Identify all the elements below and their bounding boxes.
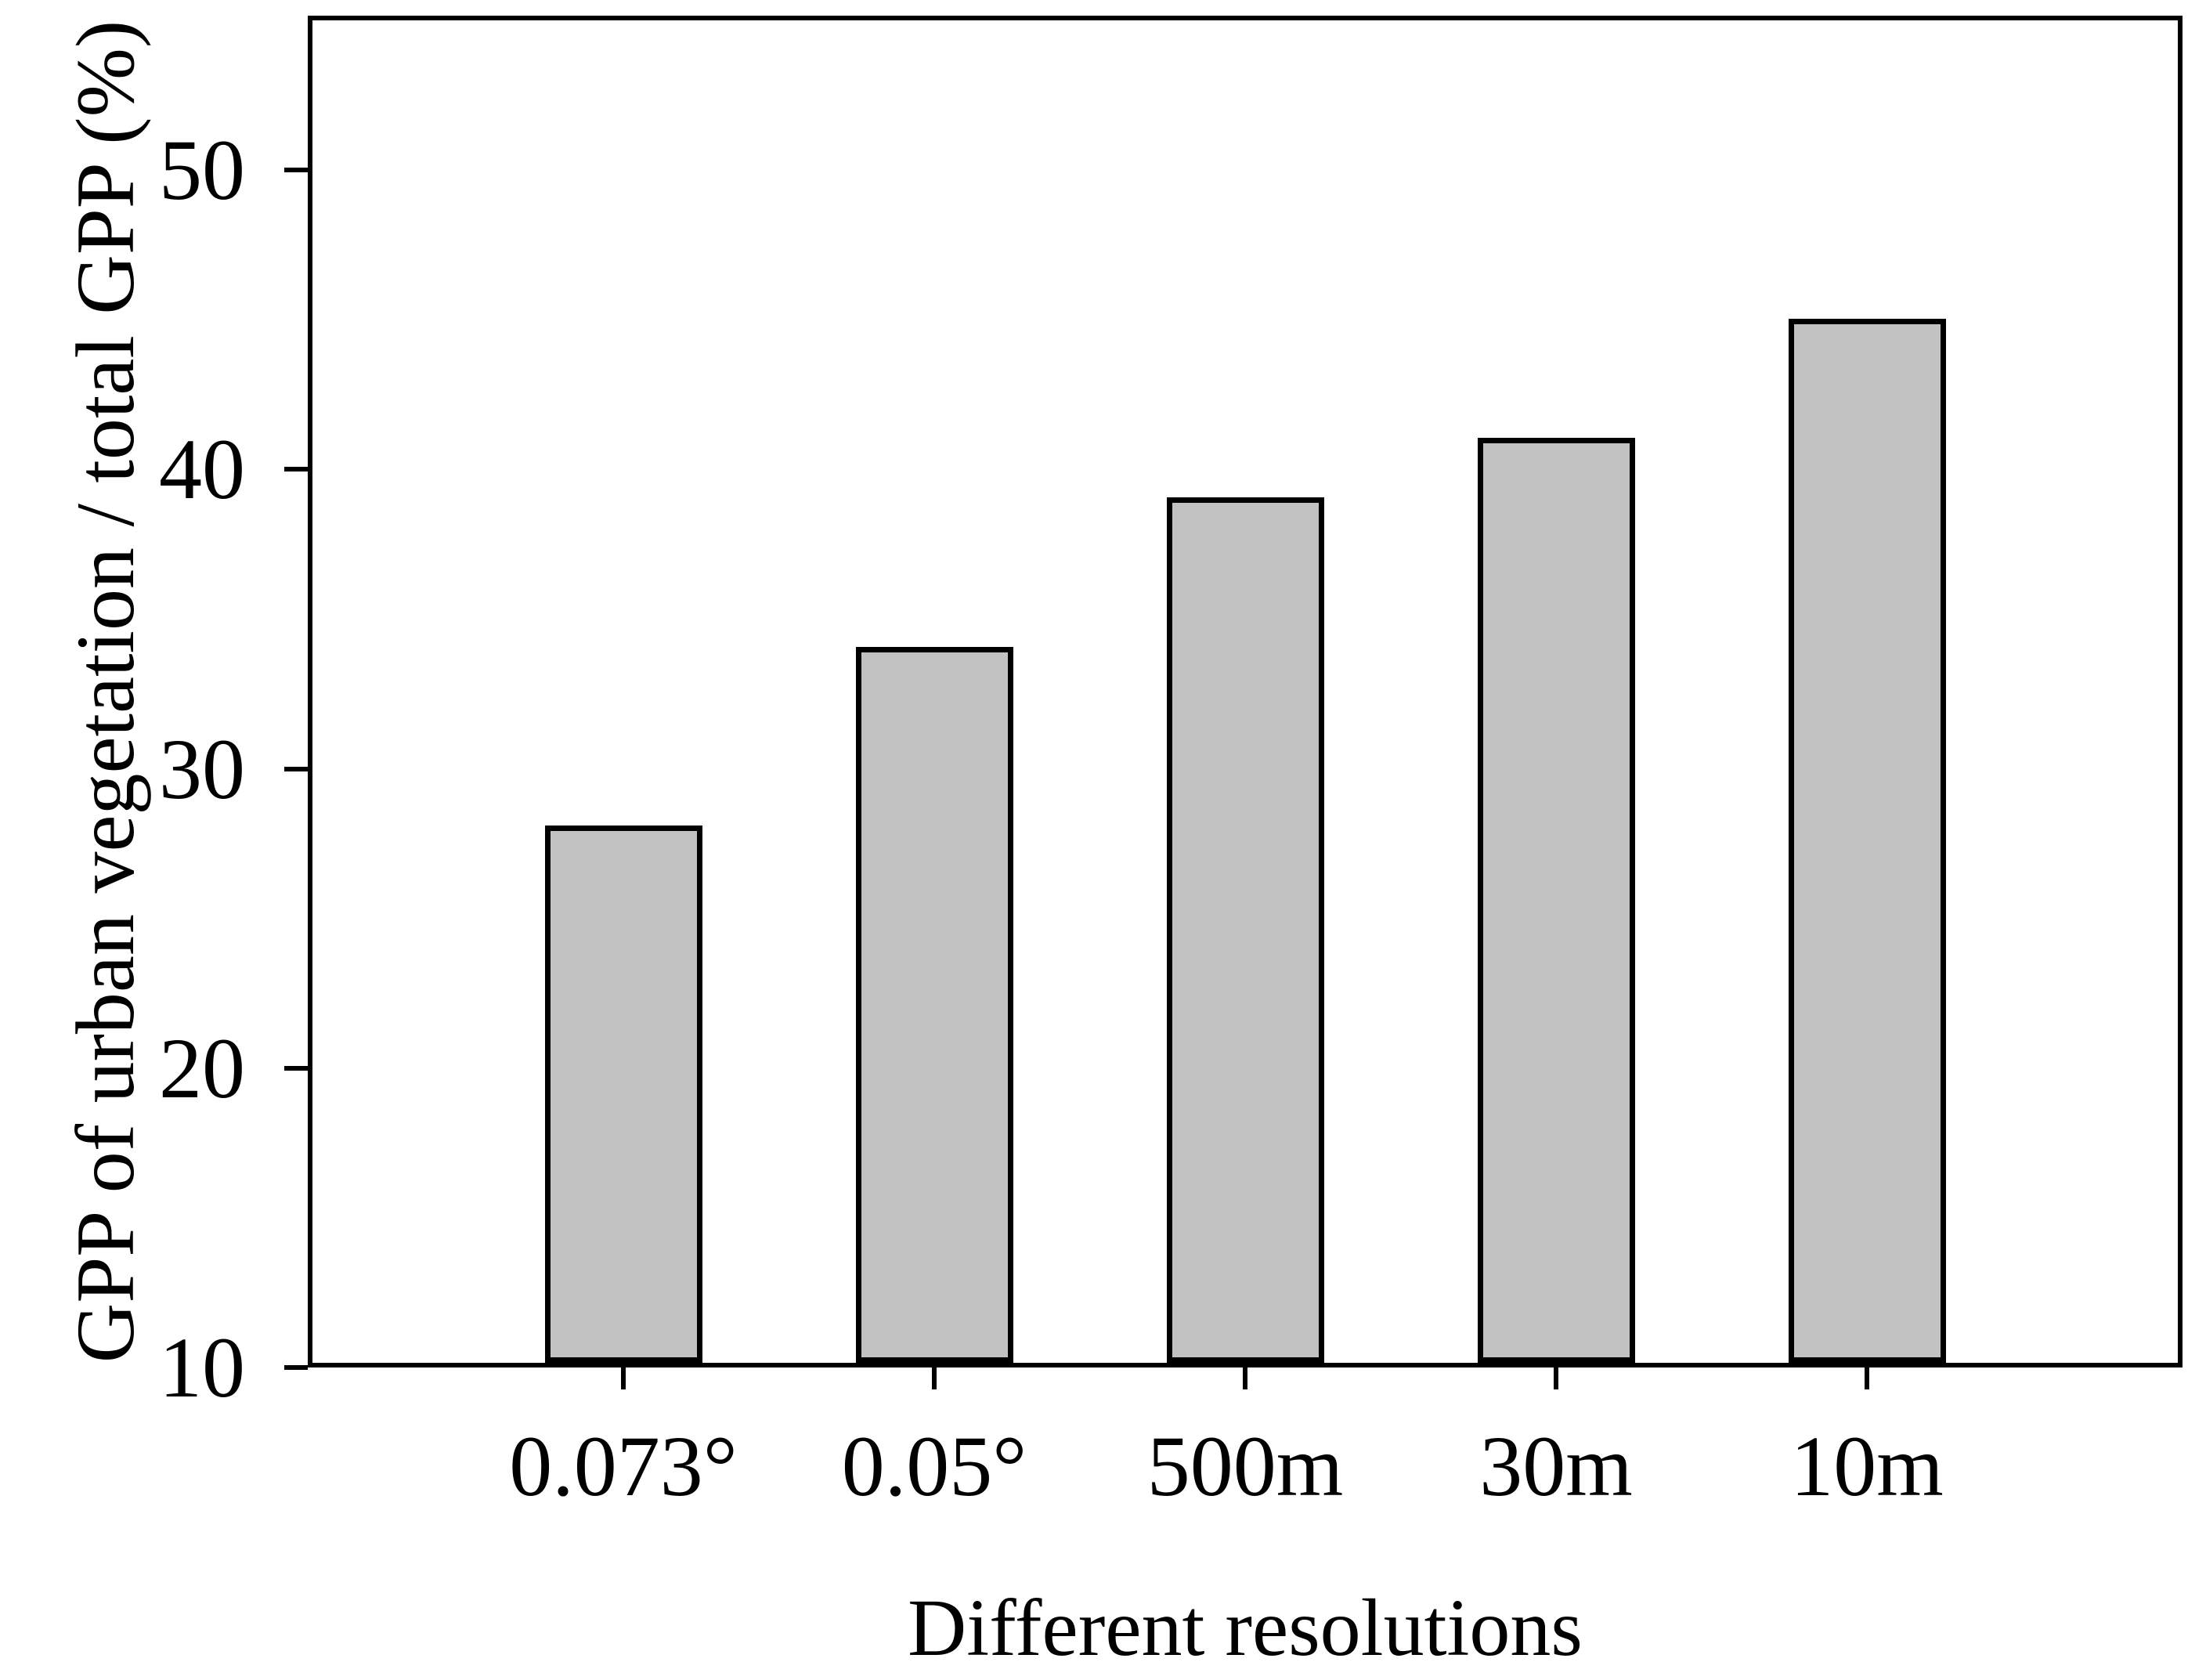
x-axis-title: Different resolutions <box>908 1583 1583 1673</box>
y-tick-label: 10 <box>159 1320 245 1415</box>
x-tick-label: 30m <box>1479 1418 1633 1514</box>
y-tick-label: 30 <box>159 721 245 817</box>
y-axis-tick <box>284 168 308 173</box>
plot-area <box>308 16 2183 1367</box>
x-tick-label: 500m <box>1146 1418 1344 1514</box>
bar <box>1166 497 1324 1363</box>
bar <box>855 647 1013 1363</box>
bar <box>1477 438 1635 1363</box>
x-axis-tick <box>932 1367 937 1389</box>
x-axis-tick <box>621 1367 626 1389</box>
y-axis-tick <box>284 1365 308 1370</box>
x-tick-label: 0.05° <box>841 1418 1027 1514</box>
y-axis-tick <box>284 467 308 472</box>
y-axis-tick <box>284 766 308 771</box>
x-tick-label: 10m <box>1790 1418 1944 1514</box>
y-tick-label: 40 <box>159 421 245 518</box>
x-axis-tick <box>1243 1367 1247 1389</box>
y-tick-label: 20 <box>159 1020 245 1116</box>
x-tick-label: 0.073° <box>509 1418 738 1514</box>
y-axis-tick <box>284 1065 308 1071</box>
y-tick-label: 50 <box>159 122 245 219</box>
x-axis-tick <box>1554 1367 1558 1389</box>
x-axis-tick <box>1865 1367 1869 1389</box>
y-axis-title: GPP of urban vegetation / total GPP (%) <box>60 20 151 1364</box>
bar <box>1788 319 1946 1363</box>
bar <box>544 826 702 1363</box>
